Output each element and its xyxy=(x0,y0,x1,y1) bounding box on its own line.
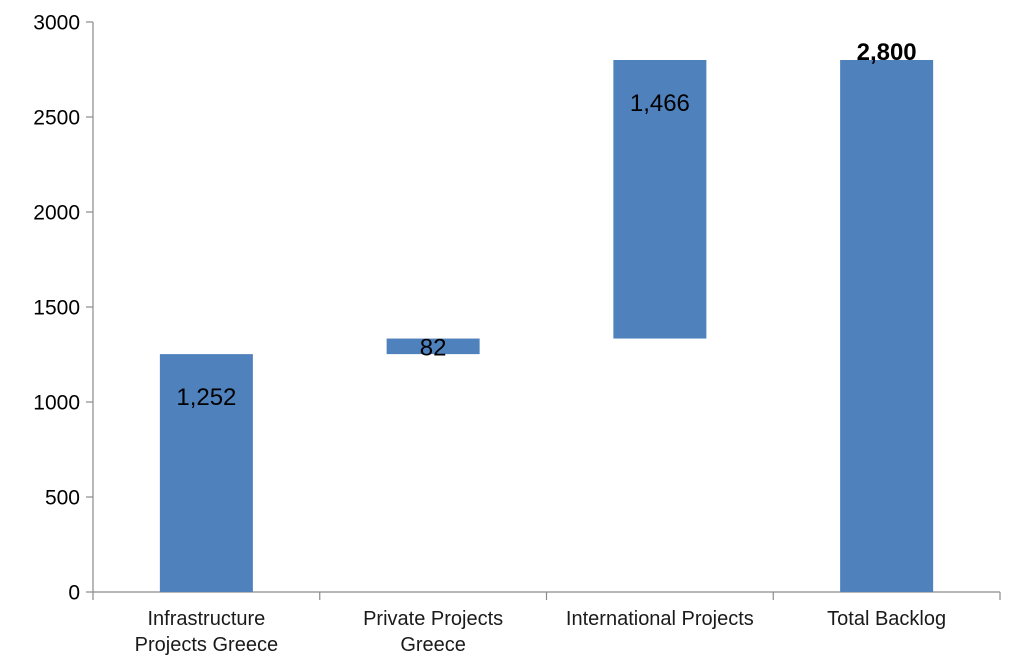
category-label: Infrastructure xyxy=(147,608,265,630)
y-tick-label: 0 xyxy=(68,582,80,605)
category-label: Projects Greece xyxy=(135,634,278,656)
y-tick-label: 500 xyxy=(45,487,80,510)
y-tick-label: 1000 xyxy=(33,392,80,415)
y-tick-label: 3000 xyxy=(33,12,80,35)
y-tick-label: 1500 xyxy=(33,297,80,320)
data-label: 82 xyxy=(420,334,447,361)
bar xyxy=(613,60,707,339)
category-label: Total Backlog xyxy=(827,608,946,630)
y-axis: 0 500 1000 1500 2000 2500 3000 xyxy=(33,12,94,605)
y-tick-label: 2000 xyxy=(33,202,80,225)
data-labels: 1,252 82 1,466 2,800 xyxy=(176,39,916,411)
data-label: 2,800 xyxy=(857,39,917,66)
category-label: International Projects xyxy=(566,608,754,630)
x-axis: Infrastructure Projects Greece Private Pro… xyxy=(92,591,1001,656)
category-label: Greece xyxy=(400,634,466,656)
y-tick-label: 2500 xyxy=(33,107,80,130)
data-label: 1,466 xyxy=(630,90,690,117)
bar xyxy=(840,60,934,592)
bars xyxy=(159,60,934,592)
bar xyxy=(386,338,480,355)
data-label: 1,252 xyxy=(176,384,236,411)
category-label: Private Projects xyxy=(363,608,503,630)
bar xyxy=(159,354,253,592)
